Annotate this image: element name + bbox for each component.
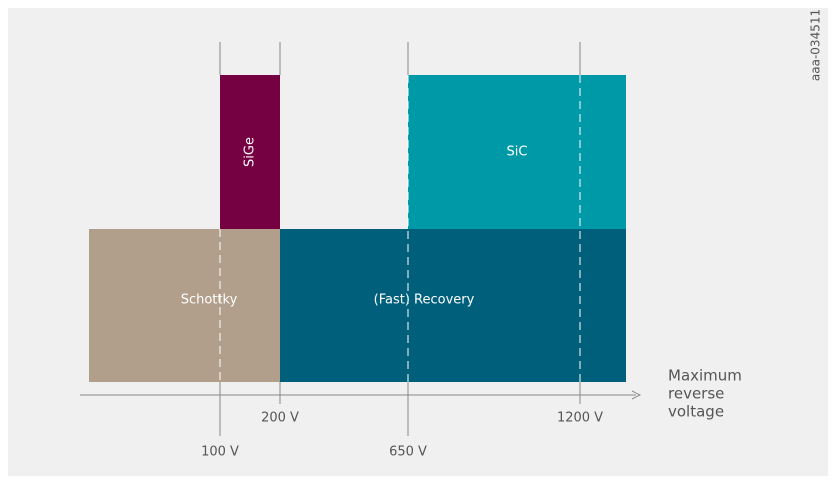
axis-label: Maximum	[668, 367, 742, 385]
tick-label: 100 V	[201, 445, 239, 460]
tick-label: 650 V	[389, 445, 427, 460]
figure-id: aaa-034511	[809, 9, 823, 81]
axis-label: voltage	[668, 403, 724, 421]
region-sige	[220, 75, 280, 229]
region-label: Schottky	[181, 293, 238, 308]
region-schottky	[89, 229, 280, 382]
axis-arrow	[631, 390, 642, 400]
region-fast-recovery	[280, 229, 626, 382]
region-label: (Fast) Recovery	[374, 293, 475, 308]
tick-label: 200 V	[261, 411, 299, 426]
region-label: SiGe	[243, 137, 258, 167]
axis-label: reverse	[668, 385, 724, 403]
tick-label: 1200 V	[557, 411, 603, 426]
region-sic	[408, 75, 626, 229]
region-label: SiC	[507, 145, 528, 160]
